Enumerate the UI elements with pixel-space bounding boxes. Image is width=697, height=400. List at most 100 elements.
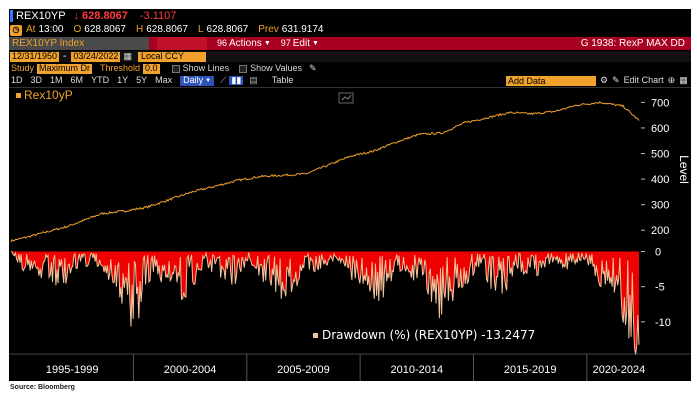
show-values-checkbox[interactable]: [239, 64, 248, 73]
start-date-field[interactable]: 12/31/1950: [10, 51, 60, 62]
period-5y[interactable]: 5Y: [136, 75, 148, 85]
top-axis-tick-label: 500: [651, 149, 669, 161]
table-icon[interactable]: ▤: [249, 75, 258, 85]
high-value: 628.8067: [146, 24, 188, 35]
axes: 700 600 500 400 300 200 Level 0 -5 -10 1995-1999 20…: [9, 97, 691, 381]
toolbar-divider: [9, 87, 691, 88]
period-1m[interactable]: 1M: [50, 75, 63, 85]
show-lines-label: Show Lines: [182, 63, 230, 73]
chevron-down-icon: ▼: [312, 40, 319, 47]
edit-number: 97: [280, 38, 291, 48]
threshold-label: Threshold: [100, 63, 141, 73]
graph-title: G 1938: RexP MAX DD: [580, 37, 685, 49]
calendar-icon[interactable]: ▦: [123, 51, 132, 61]
study-label: Study: [11, 63, 35, 73]
study-select[interactable]: Maximum Dr: [37, 63, 93, 74]
period-6m[interactable]: 6M: [70, 75, 84, 85]
drawdown-legend-label: Drawdown (%) (REX10YP) -13.2477: [322, 328, 536, 342]
actions-label: Actions: [229, 37, 262, 49]
level-panel: [10, 101, 640, 243]
at-label: At: [26, 24, 36, 35]
date-row: 12/31/1950 - 03/24/2022 ▦ Local CCY: [9, 51, 691, 62]
security-flag-icon: [10, 10, 13, 22]
bar-chart-icon[interactable]: ▮▮: [229, 75, 244, 85]
period-row: 1D 3D 1M 6M YTD 1Y 5Y Max Daily ▼ ⟋ ▮▮ ▤…: [9, 75, 691, 86]
end-date-field[interactable]: 03/24/2022: [71, 51, 121, 62]
table-button[interactable]: Table: [271, 75, 294, 85]
x-axis-tick-label: 1995-1999: [46, 364, 99, 376]
top-axis-tick-label: 600: [651, 123, 669, 135]
chart-toggle-icon: [338, 92, 354, 104]
show-lines-checkbox[interactable]: [171, 64, 180, 73]
top-axis-tick-label: 700: [651, 97, 669, 109]
show-values-label: Show Values: [250, 63, 302, 73]
edit-button[interactable]: 97 Edit ▼: [280, 37, 319, 49]
low-value: 628.8067: [206, 24, 249, 35]
period-1y[interactable]: 1Y: [117, 75, 129, 85]
add-data-input[interactable]: Add Data: [506, 76, 596, 86]
period-3d[interactable]: 3D: [30, 75, 43, 85]
edit-chart-button[interactable]: Edit Chart: [623, 75, 664, 85]
quote-row: ◷ At 13:00 O 628.8067 H 628.8067 L 628.8…: [9, 24, 691, 36]
study-row: Study Maximum Dr Threshold 0.0 Show Line…: [9, 63, 691, 74]
terminal-window: REX10YP ↓ 628.8067 -3.1107 ◷ At 13:00 O …: [9, 9, 691, 381]
quote-time: 13:00: [38, 24, 64, 35]
drawdown-line: [10, 251, 640, 355]
chevron-down-icon: ▼: [205, 77, 212, 84]
open-label: O: [73, 24, 82, 35]
level-legend-label: Rex10yP: [24, 88, 73, 102]
ticker-symbol[interactable]: REX10YP: [16, 9, 66, 22]
period-ytd[interactable]: YTD: [91, 75, 110, 85]
drawdown-legend-swatch: [313, 332, 318, 338]
level-legend-swatch: [16, 92, 21, 98]
zoom-icon[interactable]: ⊕: [667, 75, 676, 85]
chevron-down-icon: ▼: [263, 40, 271, 47]
last-price: 628.8067: [82, 9, 128, 22]
top-axis-tick-label: 300: [651, 200, 669, 212]
chart-toggle-line: [341, 94, 352, 101]
level-axis-label: Level: [677, 155, 691, 184]
x-axis-tick-label: 2010-2014: [391, 364, 444, 376]
clock-icon: ◷: [10, 24, 22, 36]
actions-number: 96: [217, 38, 228, 48]
threshold-field[interactable]: 0.0: [143, 63, 160, 74]
top-axis-tick-label: 400: [651, 174, 669, 186]
grid-icon[interactable]: ▦: [679, 75, 688, 85]
prev-value: 631.9174: [281, 24, 324, 35]
currency-select[interactable]: Local CCY: [137, 51, 206, 62]
top-axis-tick-label: 200: [651, 225, 669, 237]
bottom-axis-tick-label: 0: [655, 247, 661, 259]
gear-icon[interactable]: ⚙: [600, 75, 609, 85]
chart-tools: ⚙ ✎ Edit Chart ⊕ ▦ ☰: [600, 76, 691, 85]
chart-svg[interactable]: 700 600 500 400 300 200 Level 0 -5 -10 1995-1999 20…: [9, 88, 691, 381]
down-arrow-icon: ↓: [73, 9, 80, 22]
actions-button[interactable]: 96 Actions ▼: [217, 37, 271, 49]
pencil-icon[interactable]: ✎: [308, 63, 317, 73]
open-value: 628.8067: [84, 24, 126, 35]
bottom-axis-tick-label: -5: [655, 282, 665, 294]
source-label: Source: Bloomberg: [10, 384, 75, 391]
currency-value: Local CCY: [140, 51, 184, 61]
function-input[interactable]: [157, 37, 207, 50]
x-axis-tick-label: 2020-2024: [593, 364, 646, 376]
date-separator: -: [63, 50, 67, 62]
x-axis-tick-label: 2015-2019: [504, 364, 557, 376]
line-chart-icon[interactable]: ⟋: [220, 75, 227, 85]
study-value: Maximum Dr: [39, 63, 91, 73]
x-axis-tick-label: 2005-2009: [277, 364, 330, 376]
period-1d[interactable]: 1D: [11, 75, 23, 85]
chart-area[interactable]: 700 600 500 400 300 200 Level 0 -5 -10 1995-1999 20…: [9, 88, 691, 381]
frequency-select[interactable]: Daily ▼: [180, 75, 215, 86]
price-change: -3.1107: [139, 9, 177, 22]
high-label: H: [135, 24, 144, 35]
level-series-line: [10, 101, 640, 243]
edit-label: Edit: [292, 37, 310, 49]
security-field[interactable]: REX10YP Index: [9, 37, 149, 50]
prev-label: Prev: [258, 24, 279, 35]
drawdown-panel: [10, 251, 640, 355]
drawdown-legend: Drawdown (%) (REX10YP) -13.2477: [309, 327, 540, 343]
period-max[interactable]: Max: [155, 75, 173, 85]
bottom-axis-tick-label: -10: [655, 317, 671, 329]
edit-chart-pencil-icon[interactable]: ✎: [612, 75, 620, 85]
ticker-row: REX10YP ↓ 628.8067 -3.1107: [9, 9, 691, 23]
